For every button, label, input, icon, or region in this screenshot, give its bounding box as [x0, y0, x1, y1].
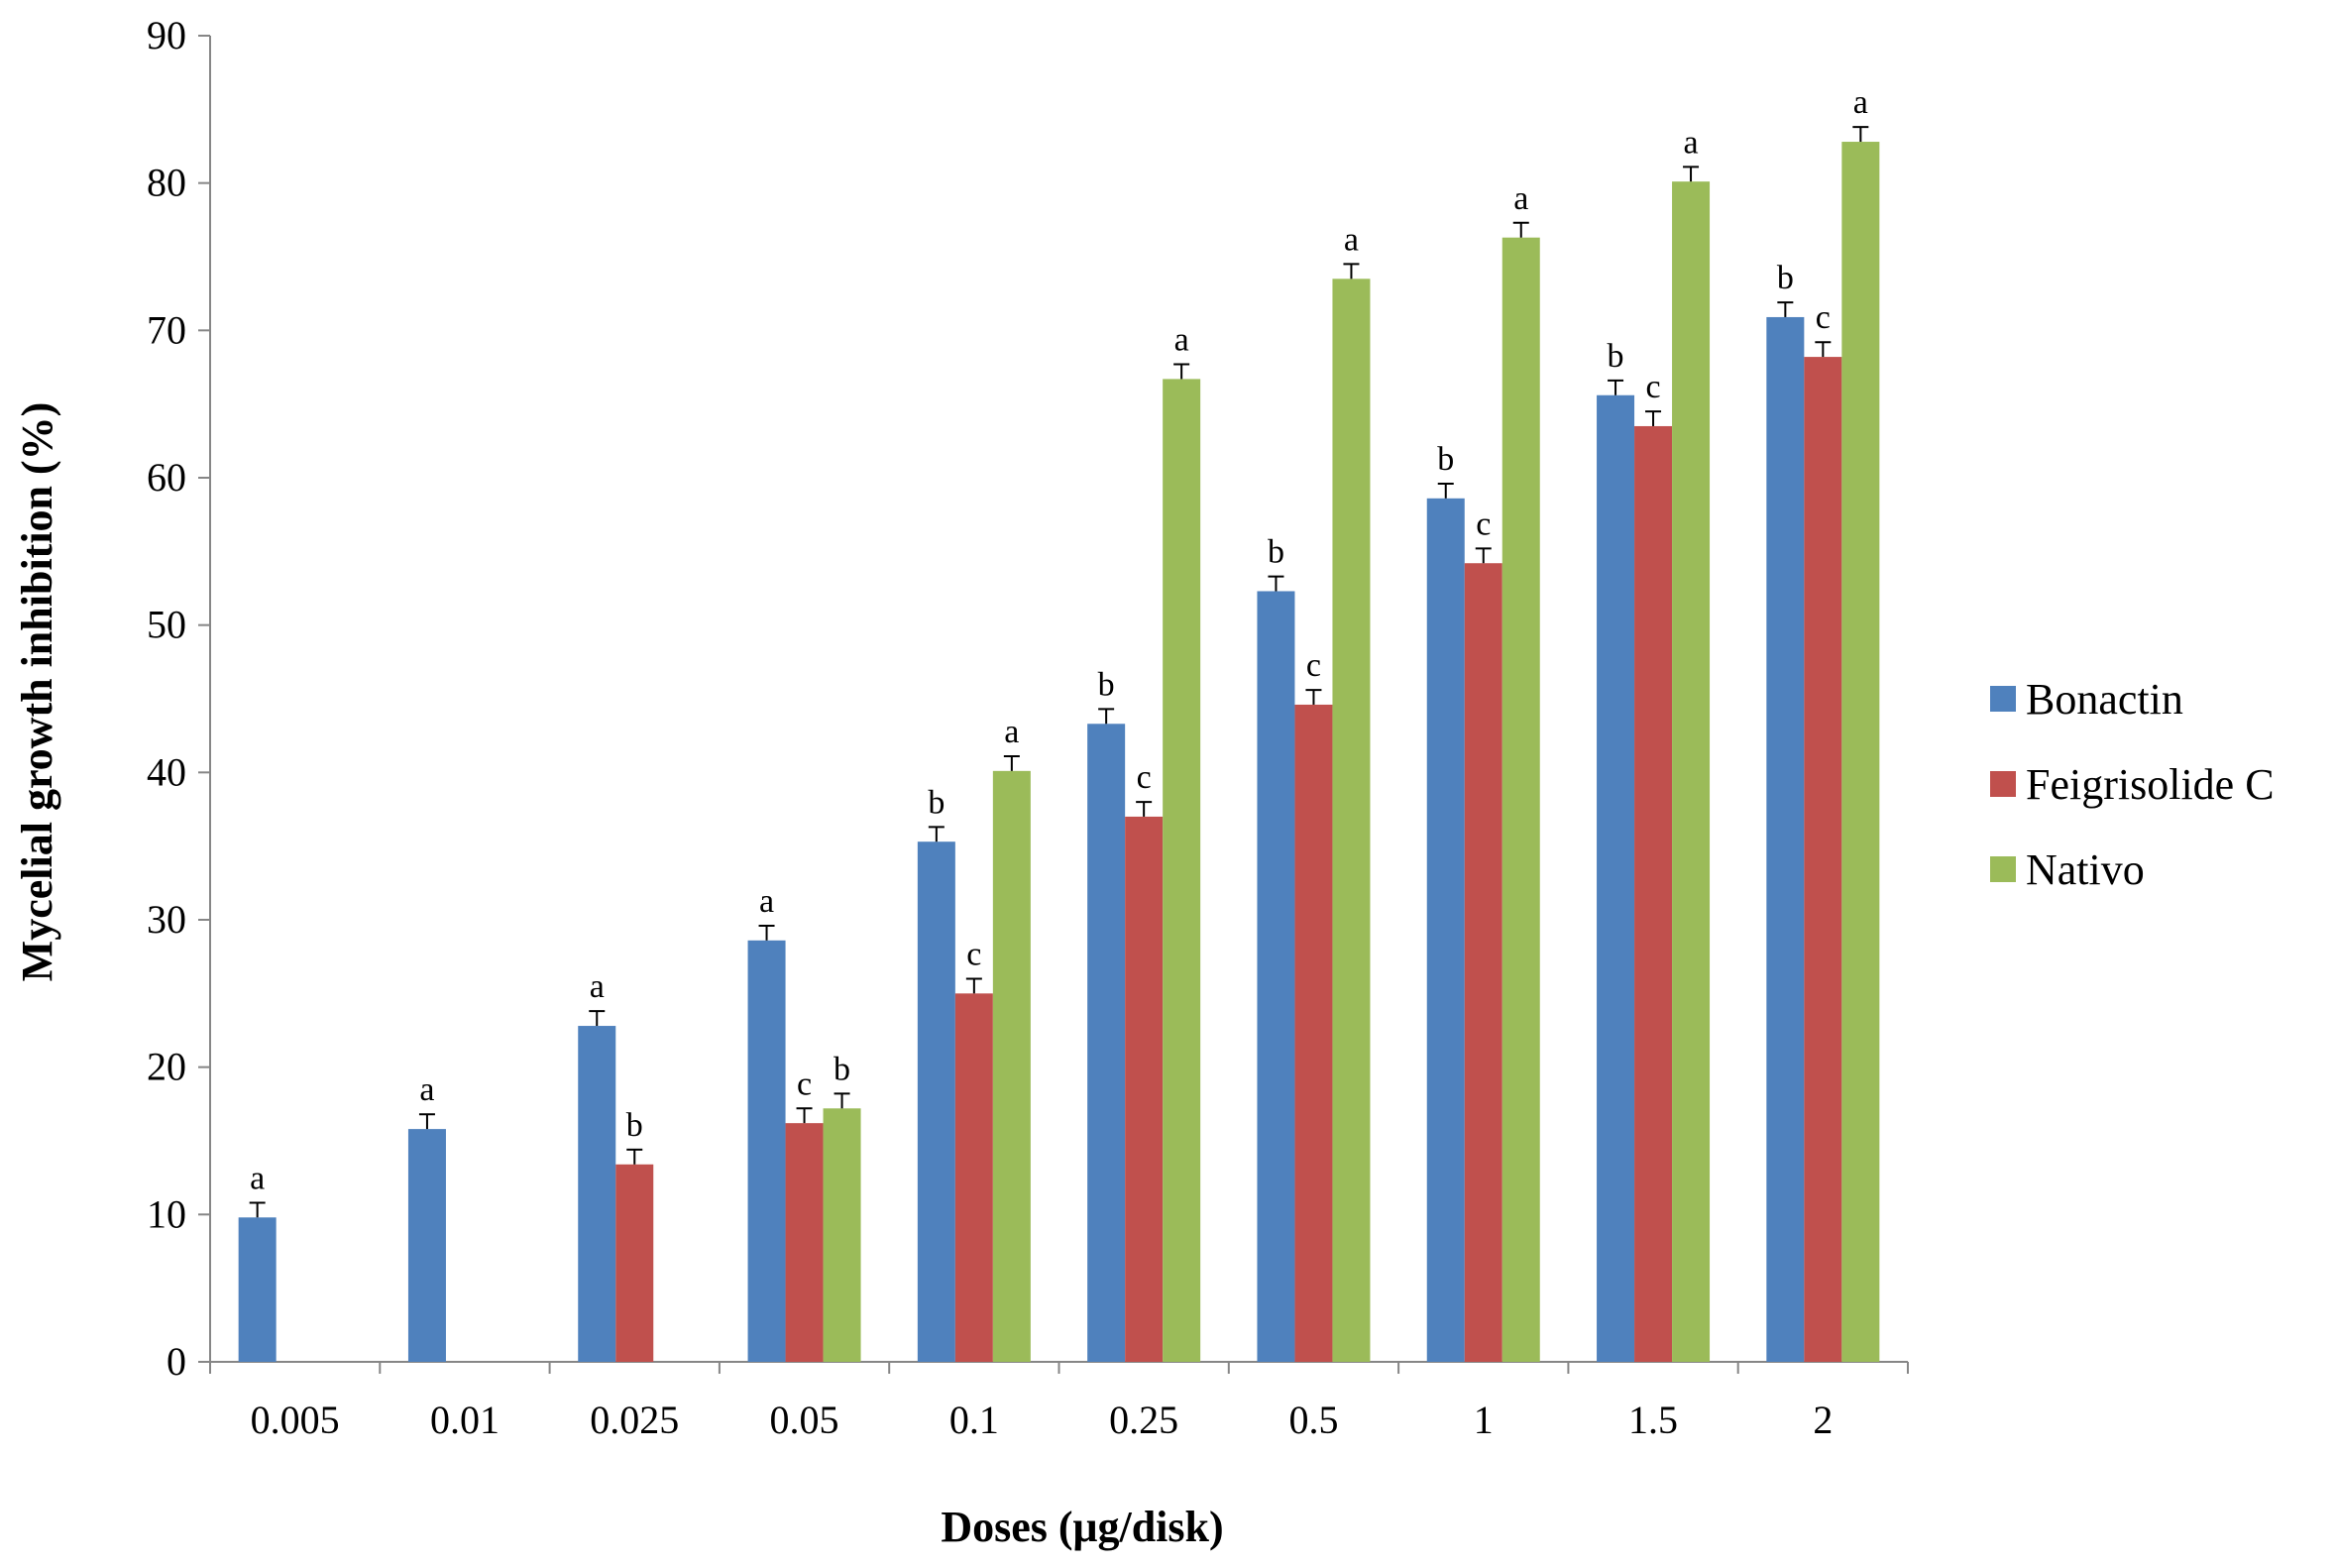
y-tick-label: 80 — [147, 161, 186, 205]
significance-label: a — [1684, 124, 1699, 161]
y-tick-label: 0 — [167, 1339, 186, 1384]
significance-label: a — [759, 883, 774, 920]
bar-bonactin — [1087, 724, 1126, 1362]
significance-label: a — [1513, 180, 1528, 217]
bar-feigrisolide-c — [1294, 704, 1333, 1362]
bar-bonactin — [1766, 316, 1805, 1362]
significance-label: a — [590, 968, 605, 1005]
x-tick-label: 0.05 — [770, 1398, 839, 1442]
bar-feigrisolide-c — [1804, 357, 1842, 1362]
significance-label: a — [419, 1071, 434, 1108]
significance-label: a — [1344, 221, 1359, 258]
bar-feigrisolide-c — [954, 993, 993, 1362]
legend-label: Nativo — [2026, 845, 2145, 894]
significance-label: c — [1306, 647, 1321, 684]
y-tick-label: 70 — [147, 307, 186, 352]
significance-label: c — [1476, 505, 1491, 542]
y-tick-label: 10 — [147, 1191, 186, 1236]
bar-bonactin — [1597, 394, 1635, 1362]
x-tick-label: 0.025 — [590, 1398, 679, 1442]
bar-nativo — [1502, 237, 1540, 1362]
y-tick-label: 60 — [147, 455, 186, 500]
significance-label: b — [1098, 666, 1115, 703]
bar-bonactin — [578, 1026, 616, 1362]
bar-bonactin — [1426, 498, 1465, 1362]
x-tick-label: 2 — [1813, 1398, 1833, 1442]
legend-label: Bonactin — [2026, 675, 2183, 724]
bar-nativo — [1163, 379, 1201, 1363]
significance-label: b — [928, 784, 945, 821]
significance-label: b — [1437, 441, 1454, 478]
bar-bonactin — [917, 841, 955, 1362]
x-tick-label: 0.25 — [1109, 1398, 1178, 1442]
y-tick-label: 20 — [147, 1045, 186, 1089]
y-tick-label: 30 — [147, 897, 186, 942]
significance-label: b — [1608, 338, 1624, 375]
bar-feigrisolide-c — [785, 1123, 824, 1362]
bar-nativo — [992, 770, 1031, 1362]
bar-nativo — [1841, 142, 1880, 1362]
legend-swatch — [1990, 686, 2016, 712]
y-tick-label: 50 — [147, 603, 186, 647]
bar-nativo — [1332, 279, 1371, 1362]
legend-swatch — [1990, 856, 2016, 882]
bar-bonactin — [747, 940, 786, 1362]
significance-label: c — [1137, 759, 1152, 796]
legend-swatch — [1990, 771, 2016, 797]
bar-feigrisolide-c — [615, 1164, 654, 1362]
bar-feigrisolide-c — [1125, 816, 1164, 1362]
legend-label: Feigrisolide C — [2026, 760, 2275, 809]
significance-label: c — [1646, 369, 1661, 405]
significance-label: c — [1816, 299, 1831, 336]
x-axis-title: Doses (μg/disk) — [941, 1503, 1223, 1551]
bar-feigrisolide-c — [1464, 563, 1502, 1362]
significance-label: b — [1777, 260, 1794, 296]
significance-label: b — [834, 1051, 850, 1087]
x-tick-label: 0.005 — [251, 1398, 340, 1442]
bar-nativo — [1672, 181, 1711, 1363]
x-tick-label: 1 — [1474, 1398, 1494, 1442]
bar-bonactin — [407, 1129, 446, 1362]
significance-label: b — [1268, 534, 1284, 571]
x-tick-label: 0.1 — [949, 1398, 999, 1442]
bar-bonactin — [238, 1217, 277, 1362]
y-axis-title: Mycelial growth inhibition (%) — [13, 402, 61, 982]
x-tick-label: 1.5 — [1628, 1398, 1678, 1442]
legend: Bonactin Feigrisolide C Nativo — [1990, 675, 2275, 894]
bar-nativo — [823, 1108, 861, 1362]
significance-label: a — [1853, 84, 1868, 121]
bar-bonactin — [1257, 591, 1295, 1362]
significance-label: c — [797, 1065, 812, 1102]
x-tick-label: 0.01 — [430, 1398, 500, 1442]
y-tick-label: 40 — [147, 749, 186, 794]
significance-label: a — [250, 1160, 265, 1196]
plot-area: 0 10 20 30 40 50 60 70 80 90 0.005 a 0.01 a 0.025 a b 0.0… — [147, 13, 1909, 1442]
significance-label: a — [1174, 322, 1189, 359]
significance-label: a — [1004, 714, 1019, 750]
x-tick-label: 0.5 — [1288, 1398, 1338, 1442]
significance-label: c — [966, 936, 981, 972]
y-tick-label: 90 — [147, 13, 186, 57]
significance-label: b — [626, 1107, 643, 1144]
bar-feigrisolide-c — [1634, 425, 1673, 1362]
